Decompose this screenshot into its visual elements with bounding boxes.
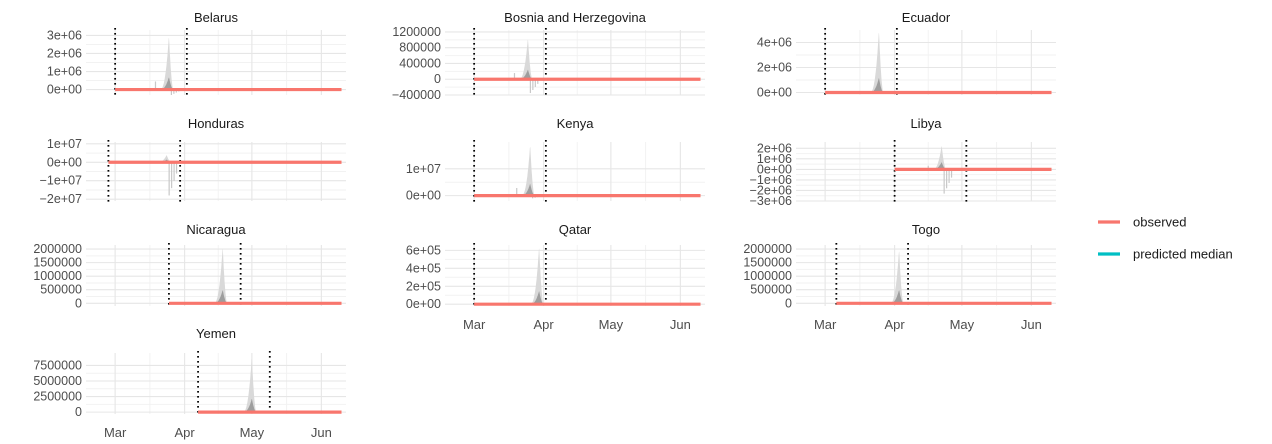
prediction-band-inner	[521, 184, 535, 196]
panel-title: Honduras	[188, 116, 245, 131]
x-tick-label: May	[240, 425, 265, 440]
x-tick-label: Apr	[885, 317, 906, 332]
y-tick-label: −1e+06	[750, 173, 792, 187]
panel-title: Ecuador	[902, 10, 951, 25]
y-tick-label: 1200000	[392, 25, 441, 39]
prediction-band-inner	[870, 78, 884, 93]
y-tick-label: 1000000	[33, 269, 82, 283]
legend-label: observed	[1133, 215, 1186, 230]
y-tick-label: 1e+06	[47, 65, 82, 79]
y-tick-label: −2e+06	[750, 183, 792, 197]
y-tick-label: 0	[434, 72, 441, 86]
prediction-band-outer	[160, 37, 174, 90]
panel-ecuador: Ecuador 0e+00 2e+06 4e+06	[757, 10, 1056, 100]
panel-title: Togo	[912, 222, 940, 237]
y-tick-label: 2500000	[33, 390, 82, 404]
prediction-band-outer	[870, 32, 884, 93]
y-tick-label: 0e+00	[47, 155, 82, 169]
y-tick-label: −400000	[392, 88, 441, 102]
prediction-band-inner	[519, 69, 533, 80]
y-tick-label: 0e+00	[406, 297, 441, 311]
panel-qatar: Qatar 0e+00 2e+05 4e+05 6e+05 Mar Apr May Jun	[406, 222, 705, 332]
panel-title: Belarus	[194, 10, 239, 25]
panel-title: Yemen	[196, 326, 236, 341]
y-tick-label: 2000000	[743, 242, 792, 256]
panel-honduras: Honduras −2e+07 −1e+07 0e+00 1e+07	[40, 116, 346, 206]
panel-bosnia-and-herzegovina: Bosnia and Herzegovina −400000 0 4000008000…	[392, 10, 705, 102]
prediction-band-outer	[932, 146, 947, 170]
y-tick-label: 500000	[750, 283, 792, 297]
y-tick-label: 6e+05	[406, 243, 441, 257]
y-tick-label: 0e+00	[757, 86, 792, 100]
y-tick-label: 7500000	[33, 358, 82, 372]
y-tick-label: 400000	[399, 56, 441, 70]
panel-title: Kenya	[557, 116, 595, 131]
x-tick-label: Mar	[814, 317, 837, 332]
prediction-band-inner	[213, 290, 228, 304]
y-tick-label: −1e+07	[40, 174, 82, 188]
x-tick-label: Jun	[670, 317, 691, 332]
prediction-band-inner	[160, 77, 174, 90]
y-tick-label: −3e+06	[750, 194, 792, 208]
legend: observed predicted median	[1098, 215, 1233, 262]
y-tick-label: 0	[75, 296, 82, 310]
y-tick-label: 1e+07	[406, 162, 441, 176]
x-tick-label: Apr	[175, 425, 196, 440]
prediction-band-outer	[521, 147, 535, 196]
prediction-band-outer	[242, 358, 257, 413]
y-tick-label: 4e+06	[757, 36, 792, 50]
prediction-band-inner	[890, 290, 904, 304]
y-tick-label: −2e+07	[40, 192, 82, 206]
x-tick-label: Mar	[463, 317, 486, 332]
y-tick-label: 1e+06	[757, 152, 792, 166]
y-tick-label: 0e+00	[757, 162, 792, 176]
panel-title: Bosnia and Herzegovina	[504, 10, 646, 25]
y-tick-label: 0	[785, 296, 792, 310]
panel-title: Libya	[910, 116, 942, 131]
panel-title: Nicaragua	[186, 222, 246, 237]
prediction-band-inner	[530, 291, 544, 305]
panel-belarus: Belarus 0e+00 1e+06 2e+06 3e+06	[47, 10, 346, 97]
y-tick-label: 2000000	[33, 242, 82, 256]
prediction-band-outer	[519, 39, 533, 80]
prediction-band-outer	[157, 155, 172, 163]
y-tick-label: 0	[75, 405, 82, 419]
y-tick-label: 2e+05	[406, 279, 441, 293]
x-tick-label: May	[950, 317, 975, 332]
y-tick-label: 4e+05	[406, 261, 441, 275]
panel-kenya: Kenya 0e+00 1e+07	[406, 116, 705, 203]
prediction-band-outer	[890, 251, 904, 304]
y-tick-label: 0e+00	[406, 189, 441, 203]
y-tick-label: 1500000	[33, 256, 82, 270]
y-tick-label: 1500000	[743, 256, 792, 270]
x-tick-label: Apr	[534, 317, 555, 332]
y-tick-label: 3e+06	[47, 28, 82, 42]
x-tick-label: Jun	[1021, 317, 1042, 332]
x-tick-label: Jun	[311, 425, 332, 440]
y-tick-label: 2e+06	[757, 61, 792, 75]
y-tick-label: 500000	[40, 283, 82, 297]
prediction-band-outer	[530, 248, 544, 305]
y-tick-label: 800000	[399, 41, 441, 55]
legend-label: predicted median	[1133, 247, 1233, 262]
y-tick-label: 1e+07	[47, 137, 82, 151]
prediction-band-outer	[213, 248, 228, 304]
panel-title: Qatar	[559, 222, 592, 237]
prediction-band-inner	[242, 399, 257, 413]
y-tick-label: 2e+06	[47, 46, 82, 60]
prediction-band-inner	[932, 162, 947, 170]
y-tick-label: 5000000	[33, 374, 82, 388]
y-tick-label: 2e+06	[757, 141, 792, 155]
y-tick-label: 0e+00	[47, 83, 82, 97]
y-tick-label: 1000000	[743, 269, 792, 283]
x-tick-label: Mar	[104, 425, 127, 440]
x-tick-label: May	[599, 317, 624, 332]
